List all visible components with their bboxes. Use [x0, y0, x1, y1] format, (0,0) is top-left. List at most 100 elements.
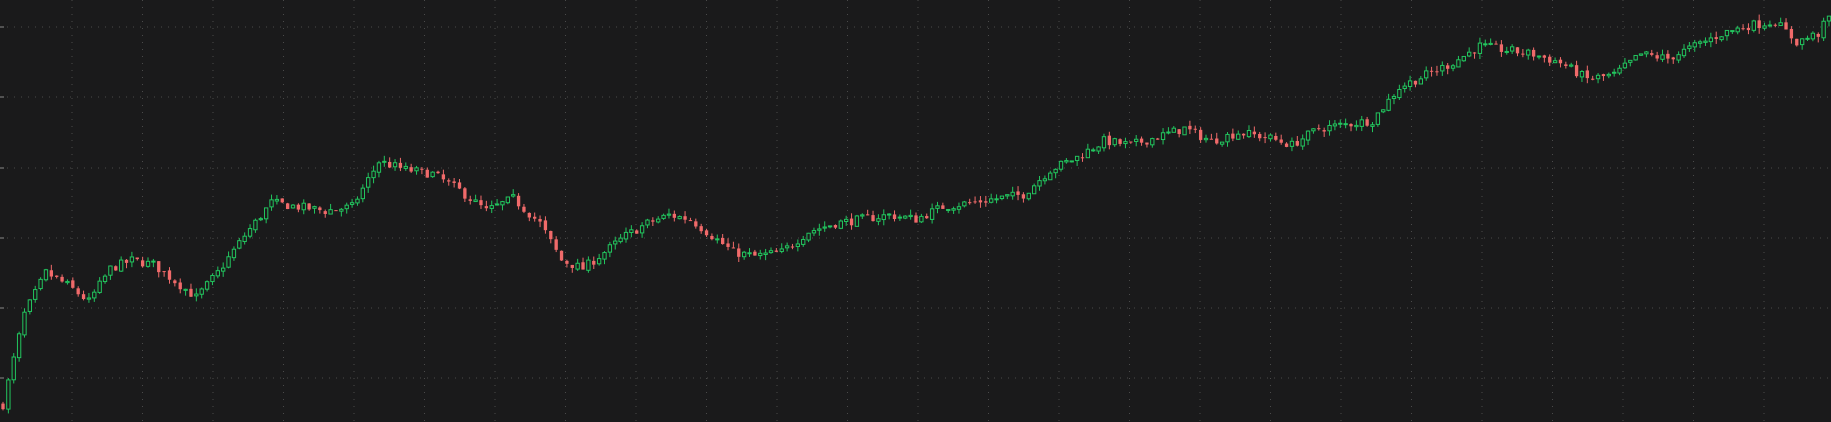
- candle-up: [1311, 128, 1316, 134]
- candle-body: [1332, 123, 1338, 127]
- candle-down: [968, 198, 972, 205]
- candle-down: [683, 211, 687, 224]
- candle-body: [285, 203, 290, 210]
- candle-up: [639, 222, 645, 238]
- candle-up: [1354, 120, 1359, 131]
- candle-body: [978, 200, 983, 203]
- candle-up: [811, 227, 817, 237]
- candle-body: [1773, 24, 1777, 26]
- candle-up: [1064, 158, 1069, 164]
- candle-body: [1069, 160, 1074, 163]
- candle-body: [199, 288, 204, 295]
- candle-body: [1359, 119, 1364, 127]
- candle-body: [1118, 139, 1122, 144]
- candle-up: [618, 233, 623, 244]
- candle-body: [1058, 160, 1064, 170]
- candle-down: [1188, 120, 1192, 135]
- candle-body: [1322, 130, 1326, 132]
- candle-body: [1074, 155, 1080, 162]
- candle-body: [468, 199, 472, 201]
- candle-body: [1526, 49, 1531, 56]
- candle-body: [242, 235, 247, 243]
- candle-body: [355, 198, 360, 204]
- candle-body: [1789, 28, 1794, 39]
- candle-body: [1767, 24, 1773, 27]
- candle-up: [747, 248, 752, 257]
- candle-body: [1650, 53, 1654, 55]
- candle-body: [1407, 80, 1413, 87]
- candle-up: [1026, 192, 1031, 201]
- candle-up: [199, 287, 204, 299]
- candle-down: [865, 209, 870, 216]
- candle-body: [1295, 141, 1299, 146]
- candle-down: [720, 234, 725, 245]
- candle-up: [1703, 37, 1708, 46]
- candle-down: [425, 167, 429, 178]
- candle-body: [1139, 138, 1144, 143]
- candle-down: [1714, 31, 1718, 44]
- candle-body: [1042, 178, 1048, 182]
- candle-body: [1703, 40, 1708, 43]
- candle-body: [463, 188, 467, 199]
- candle-body: [1268, 134, 1273, 140]
- candle-down: [1145, 142, 1149, 148]
- candle-up: [151, 258, 156, 268]
- candle-body: [1048, 172, 1053, 181]
- candle-up: [817, 223, 822, 236]
- candle-body: [838, 220, 843, 229]
- candle-body: [344, 204, 349, 210]
- candle-up: [1504, 46, 1509, 55]
- candle-body: [479, 200, 483, 206]
- candle-body: [559, 250, 564, 261]
- candle-body: [1569, 64, 1574, 67]
- candle-down: [914, 212, 918, 223]
- candle-up: [897, 214, 903, 222]
- candle-up: [1418, 76, 1424, 85]
- candle-body: [795, 243, 801, 248]
- candle-body: [403, 165, 408, 169]
- candle-down: [1548, 54, 1552, 67]
- candle-body: [1692, 42, 1697, 48]
- candle-up: [881, 209, 886, 226]
- candle-body: [1515, 47, 1520, 54]
- candle-down: [280, 198, 284, 204]
- candle-body: [886, 213, 892, 216]
- candle-body: [1730, 30, 1735, 33]
- candle-up: [1381, 109, 1386, 114]
- candle-body: [822, 226, 827, 229]
- candle-down: [457, 178, 462, 190]
- candle-up: [226, 251, 231, 269]
- candle-down: [189, 283, 193, 297]
- candle-down: [516, 193, 521, 210]
- candle-body: [694, 221, 698, 227]
- candle-up: [1456, 55, 1461, 68]
- candle-up: [360, 184, 365, 203]
- candle-body: [1375, 112, 1381, 125]
- candle-body: [1805, 37, 1810, 40]
- candle-body: [71, 280, 75, 288]
- candle-body: [715, 238, 720, 241]
- candle-down: [60, 274, 64, 283]
- candle-down: [334, 210, 338, 212]
- candle-body: [1697, 41, 1703, 44]
- candle-down: [1231, 128, 1235, 142]
- candle-up: [1633, 54, 1638, 61]
- candle-body: [263, 207, 269, 220]
- candle-up: [274, 195, 280, 205]
- candle-down: [1585, 65, 1589, 84]
- candle-up: [1246, 125, 1252, 139]
- candle-down: [1591, 75, 1595, 81]
- candle-up: [779, 243, 784, 254]
- candle-up: [1166, 127, 1171, 135]
- candle-body: [135, 257, 139, 260]
- candle-body: [500, 201, 505, 206]
- candle-up: [1305, 130, 1311, 146]
- candle-body: [876, 218, 881, 222]
- candle-up: [1622, 57, 1628, 70]
- candle-body: [92, 291, 97, 299]
- candle-up: [1692, 39, 1697, 52]
- candle-down: [1784, 18, 1788, 30]
- candle-down: [398, 157, 403, 172]
- candle-up: [1397, 84, 1402, 100]
